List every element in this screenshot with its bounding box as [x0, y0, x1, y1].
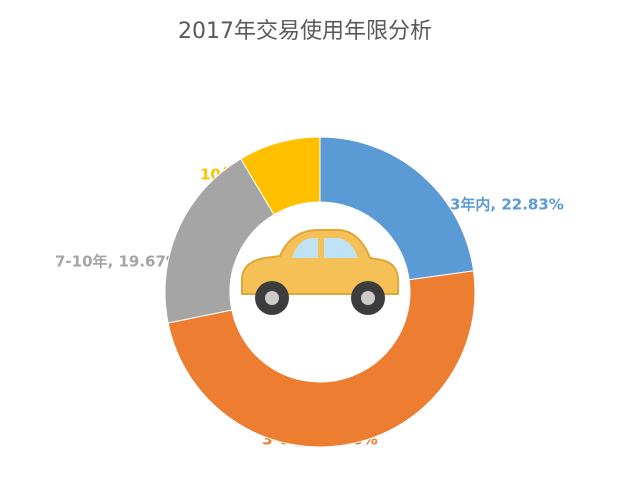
- donut-slice: [319, 136, 475, 281]
- donut-slice: [240, 136, 321, 216]
- donut-slice: [167, 270, 476, 448]
- car-icon: [240, 229, 400, 315]
- data-label: 7-10年, 19.67%: [55, 253, 181, 271]
- data-label: 3年内, 22.83%: [450, 196, 564, 214]
- chart-title: 2017年交易使用年限分析: [178, 19, 432, 44]
